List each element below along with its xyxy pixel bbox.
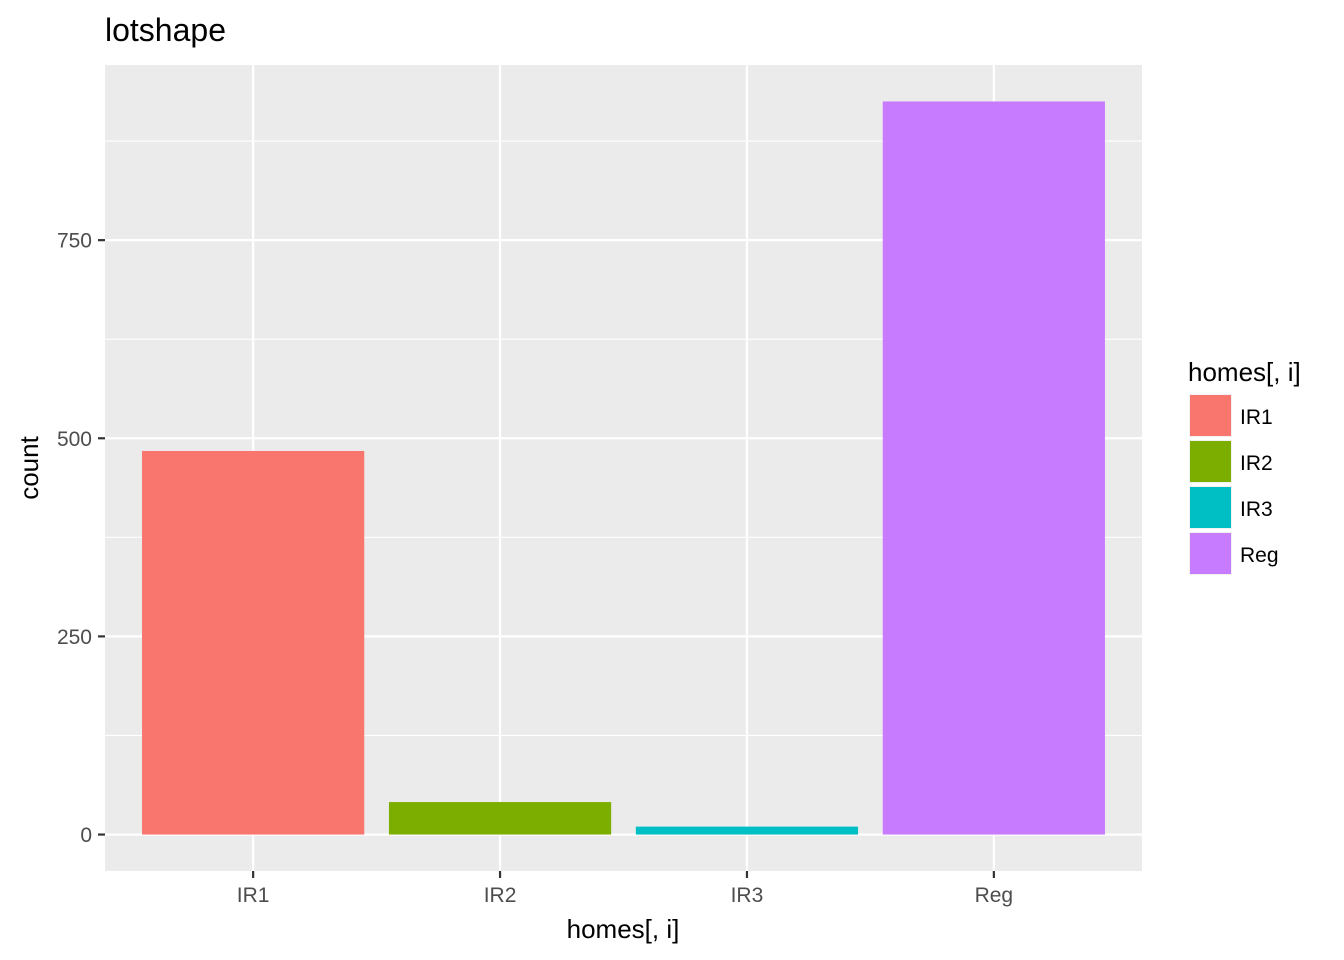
legend-key-ir3 — [1190, 487, 1231, 528]
y-tick-label: 250 — [57, 626, 92, 649]
bars — [142, 101, 1105, 835]
x-axis-title: homes[, i] — [567, 914, 680, 944]
chart-title: lotshape — [105, 12, 226, 48]
legend-label: IR2 — [1240, 452, 1273, 475]
legend-label: IR3 — [1240, 498, 1273, 521]
legend-key-reg — [1190, 533, 1231, 574]
y-axis: 0 250 500 750 — [57, 230, 105, 847]
legend-label: Reg — [1240, 544, 1279, 567]
legend: homes[, i] IR1 IR2 IR3 Reg — [1188, 357, 1301, 575]
x-tick-label: IR1 — [237, 884, 270, 907]
y-tick-label: 750 — [57, 230, 92, 253]
legend-items: IR1 IR2 IR3 Reg — [1189, 394, 1279, 575]
bar-ir1 — [142, 450, 365, 835]
legend-label: IR1 — [1240, 406, 1273, 429]
x-tick-label: Reg — [975, 884, 1014, 907]
x-axis: IR1 IR2 IR3 Reg — [237, 871, 1013, 907]
legend-title: homes[, i] — [1188, 357, 1301, 387]
bar-ir3 — [635, 826, 859, 835]
legend-key-ir2 — [1190, 441, 1231, 482]
y-tick-label: 0 — [80, 824, 92, 847]
x-tick-label: IR2 — [484, 884, 517, 907]
x-tick-label: IR3 — [731, 884, 764, 907]
bar-ir2 — [388, 802, 612, 835]
legend-key-ir1 — [1190, 395, 1231, 436]
y-tick-label: 500 — [57, 428, 92, 451]
y-axis-title: count — [14, 435, 44, 499]
bar-reg — [882, 101, 1105, 835]
